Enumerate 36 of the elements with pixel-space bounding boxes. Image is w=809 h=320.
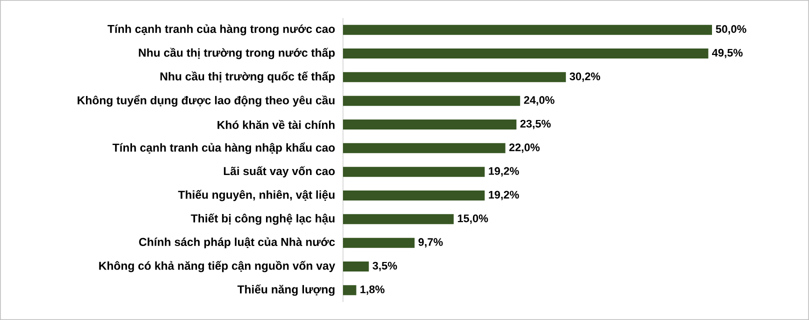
data-label: 23,5%	[520, 120, 551, 130]
y-tick-label: Tính cạnh tranh của hàng trong nước cao	[108, 24, 335, 36]
data-label: 15,0%	[458, 214, 488, 224]
data-label: 22,0%	[509, 144, 540, 153]
y-tick-label: Chính sách pháp luật của Nhà nước	[139, 237, 335, 248]
bar	[343, 285, 356, 296]
y-tick-label: Không có khả năng tiếp cận nguồn vốn vay	[99, 260, 336, 272]
data-label: 49,5%	[712, 48, 743, 58]
y-tick-label: Thiết bị công nghệ lạc hậu	[190, 214, 334, 225]
data-label: 1,8%	[360, 286, 384, 295]
data-label: 3,5%	[372, 262, 398, 272]
bar	[343, 96, 520, 106]
bar	[343, 190, 485, 200]
y-tick-label: Thiếu nguyên, nhiên, vật liệu	[178, 190, 334, 202]
y-tick-label: Tính cạnh tranh của hàng nhập khẩu cao	[112, 142, 335, 154]
bar	[343, 48, 708, 58]
bar	[343, 72, 566, 82]
data-label: 19,2%	[488, 167, 519, 177]
data-label: 30,2%	[570, 72, 600, 82]
bar	[343, 120, 516, 130]
y-tick-label: Nhu cầu thị trường quốc tế thấp	[160, 72, 335, 83]
y-tick-label: Không tuyển dụng được lao động theo yêu cầu	[78, 94, 334, 107]
y-tick-label: Khó khăn về tài chính	[218, 120, 335, 129]
bar	[343, 143, 506, 154]
y-tick-label: Lãi suất vay vốn cao	[224, 166, 335, 178]
bar	[343, 214, 454, 224]
data-label: 19,2%	[488, 190, 519, 200]
y-tick-label: Nhu cầu thị trường trong nước thấp	[138, 48, 335, 60]
y-tick-label: Thiếu năng lượng	[237, 284, 334, 296]
bar	[343, 24, 712, 35]
bar	[343, 262, 369, 272]
data-label: 50,0%	[716, 25, 746, 35]
bar	[343, 238, 415, 248]
bar	[343, 166, 485, 177]
data-label: 24,0%	[524, 96, 554, 106]
data-label: 9,7%	[418, 238, 443, 248]
